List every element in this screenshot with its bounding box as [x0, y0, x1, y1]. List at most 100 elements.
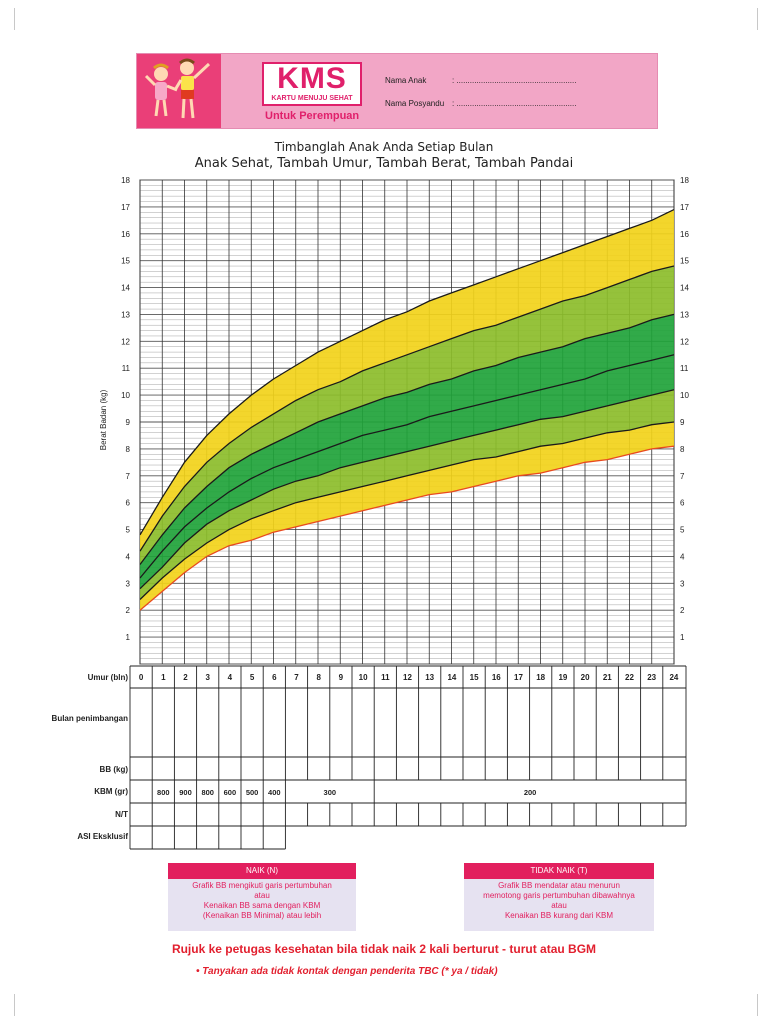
month-label: 15: [470, 673, 479, 682]
y-tick-label-right: 6: [680, 499, 685, 508]
y-tick-label-right: 12: [680, 337, 689, 346]
y-tick-label-right: 9: [680, 418, 685, 427]
y-tick-label-left: 10: [121, 391, 130, 400]
month-label: 5: [250, 673, 255, 682]
y-tick-label-left: 1: [126, 633, 131, 642]
month-label: 22: [625, 673, 634, 682]
legend-naik-line: atau: [254, 891, 270, 900]
referral-note: Rujuk ke petugas kesehatan bila tidak na…: [171, 942, 597, 956]
month-label: 13: [425, 673, 434, 682]
legend-tidak-naik-body: Grafik BB mendatar atau menurun memotong…: [464, 879, 654, 921]
y-tick-label-left: 6: [126, 499, 131, 508]
growth-line: [139, 313, 675, 565]
card-header: KMS KARTU MENUJU SEHAT Untuk Perempuan N…: [136, 53, 658, 129]
month-label: 14: [447, 673, 456, 682]
child-name-label: Nama Anak: [385, 76, 427, 85]
month-label: 4: [228, 673, 233, 682]
month-label: 9: [339, 673, 344, 682]
legend-tidak-naik-title: TIDAK NAIK (T): [464, 863, 654, 879]
y-tick-label-right: 13: [680, 310, 689, 319]
legend-naik-line: (Kenaikan BB Minimal) atau lebih: [202, 911, 322, 920]
growth-band: [140, 266, 674, 565]
legend-naik-line: Kenaikan BB sama dengan KBM: [203, 901, 321, 910]
posyandu-name-value[interactable]: : ......................................…: [452, 99, 577, 108]
legend-naik-line: Grafik BB mengikuti garis pertumbuhan: [192, 881, 332, 890]
row-label-nt: N/T: [115, 810, 128, 819]
month-label: 12: [403, 673, 412, 682]
month-label: 6: [272, 673, 277, 682]
y-tick-label-left: 18: [121, 176, 130, 185]
children-icon: [144, 58, 211, 119]
y-tick-label-right: 8: [680, 445, 685, 454]
chart-lines: [139, 209, 675, 611]
month-label: 1: [161, 673, 166, 682]
month-label: 10: [359, 673, 368, 682]
crop-mark-bottom-right: [735, 994, 758, 1016]
y-tick-label-left: 15: [121, 257, 130, 266]
month-label: 3: [205, 673, 210, 682]
month-label: 20: [581, 673, 590, 682]
growth-line: [139, 445, 675, 611]
children-illustration: [137, 54, 221, 128]
month-label: 24: [669, 673, 678, 682]
growth-line: [139, 209, 675, 536]
month-label: 2: [183, 673, 188, 682]
month-label: 8: [316, 673, 321, 682]
y-tick-label-right: 16: [680, 230, 689, 239]
y-tick-label-left: 17: [121, 203, 130, 212]
growth-band: [140, 389, 674, 600]
tbc-question: • Tanyakan ada tidak kontak dengan pende…: [196, 966, 498, 977]
y-tick-label-left: 16: [121, 230, 130, 239]
y-tick-label-left: 13: [121, 310, 130, 319]
y-tick-label-left: 14: [121, 284, 130, 293]
title-line-1: Timbanglah Anak Anda Setiap Bulan: [274, 140, 494, 154]
kbm-value: 300: [324, 788, 337, 797]
crop-mark-bottom-left: [14, 994, 37, 1016]
audience-label: Untuk Perempuan: [265, 110, 360, 122]
legend-naik-title: NAIK (N): [168, 863, 356, 879]
y-tick-label-left: 4: [126, 552, 131, 561]
chart-bands: [140, 209, 674, 611]
y-axis-label: Berat Badan (kg): [99, 389, 108, 450]
month-label: 19: [558, 673, 567, 682]
row-label-weighing-month: Bulan penimbangan: [51, 714, 128, 723]
growth-band: [140, 314, 674, 578]
growth-line: [139, 265, 675, 552]
month-label: 18: [536, 673, 545, 682]
y-tick-label-right: 15: [680, 257, 689, 266]
growth-line: [139, 389, 675, 590]
y-tick-label-left: 12: [121, 337, 130, 346]
kms-logo: KMS KARTU MENUJU SEHAT: [262, 62, 362, 106]
legend-tidak-naik-line: Grafik BB mendatar atau menurun: [498, 881, 620, 890]
y-tick-label-right: 17: [680, 203, 689, 212]
kbm-value: 800: [201, 788, 214, 797]
kbm-value: 900: [179, 788, 192, 797]
growth-line: [139, 354, 675, 579]
y-tick-label-right: 1: [680, 633, 685, 642]
y-tick-label-left: 9: [126, 418, 131, 427]
row-label-kbm: KBM (gr): [94, 787, 128, 796]
y-tick-label-left: 11: [122, 364, 131, 373]
y-tick-label-right: 14: [680, 284, 689, 293]
y-tick-label-left: 8: [126, 445, 131, 454]
growth-line: [139, 421, 675, 600]
posyandu-name-label: Nama Posyandu: [385, 99, 445, 108]
month-label: 16: [492, 673, 501, 682]
growth-band: [140, 422, 674, 611]
kbm-value: 600: [224, 788, 237, 797]
y-tick-label-left: 3: [126, 579, 131, 588]
record-table: 0 1 2 3 4 5 6 7 8 9 10 11 12 13 14 15 16 17 18 19 20 21 22 23 24…: [129, 665, 687, 850]
title-line-2: Anak Sehat, Tambah Umur, Tambah Berat, T…: [194, 156, 574, 171]
y-tick-label-right: 4: [680, 552, 685, 561]
kbm-value: 500: [246, 788, 259, 797]
growth-band: [140, 354, 674, 589]
kbm-value: 400: [268, 788, 281, 797]
month-label: 0: [139, 673, 144, 682]
month-label: 23: [647, 673, 656, 682]
month-label: 11: [381, 673, 390, 682]
crop-mark-top-left: [14, 8, 37, 30]
child-name-value[interactable]: : ......................................…: [452, 76, 577, 85]
logo-text: KMS: [277, 62, 347, 95]
